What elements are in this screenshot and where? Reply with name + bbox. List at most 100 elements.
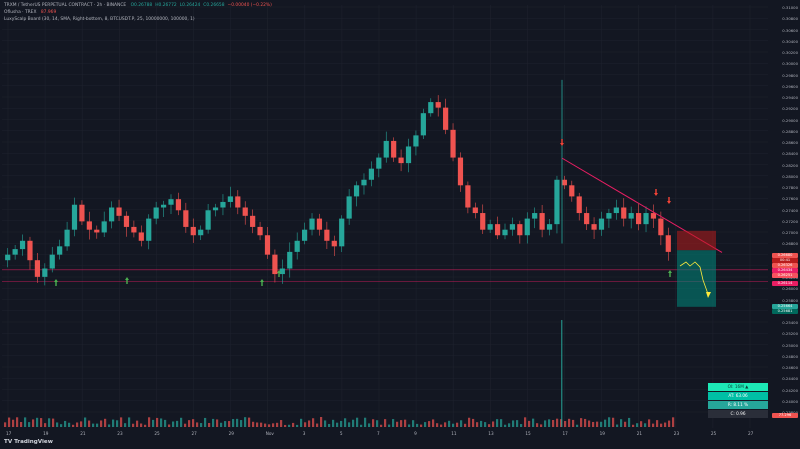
volume-bar [484,422,487,427]
candle-body [546,224,553,230]
candle-body [71,204,78,230]
candle-body [168,199,174,205]
volume-bar [32,419,35,427]
time-tick: 21 [80,431,86,436]
candle-body [636,213,642,225]
volume-bar [100,420,103,427]
candle-body [472,207,478,214]
candle-body [405,146,412,164]
candle-body [109,207,115,222]
candle-body [383,140,389,158]
volume-bar [568,418,571,427]
volume-bar [672,417,675,427]
volume-bar [572,419,575,427]
volume-bar [96,423,99,427]
candle-body [391,140,397,158]
down-arrow-icon [560,139,564,146]
price-tick: 0.25800 [782,297,798,303]
volume-bar [188,420,191,427]
time-tick: 15 [525,431,531,436]
candle-body [502,229,508,236]
down-arrow-icon [667,197,671,204]
price-label-entry-timer: 00:41 [772,258,798,263]
volume-bar [332,419,335,427]
time-tick: 9 [414,431,417,436]
volume-bar [372,419,375,427]
candle-body [12,249,18,255]
volume-bar [84,417,87,427]
candle-body [34,260,40,277]
price-tick: 0.28600 [782,140,798,145]
candle-body [250,215,256,227]
volume-bar [204,417,207,427]
ohlc-change: −0.00040 (−0.22%) [227,3,272,8]
up-arrow-icon [260,279,264,286]
price-tick: 0.27000 [782,230,798,235]
volume-spike-bar [561,320,563,427]
candle-body [353,185,360,197]
volume-bar [452,423,455,427]
volume-bar [368,423,371,427]
time-tick: 23 [117,431,123,436]
volume-bar [248,417,251,427]
volume-bar [292,422,295,427]
volume-bar [548,419,551,427]
candle-body [368,168,374,180]
volume-bar [328,423,331,427]
candle-body [5,254,11,261]
price-tick: 0.30200 [782,50,798,55]
volume-bar [112,419,115,427]
candle-body [561,179,567,186]
volume-bar [648,419,651,427]
volume-bar [552,420,555,427]
volume-bar [608,417,611,427]
candle-body [160,204,167,208]
candle-body [205,210,211,230]
indicator-2-name: LuxyScalp Board (30, 14, SMA, Right-bott… [4,17,195,22]
volume-bar [540,424,543,427]
volume-bar [48,418,51,427]
candle-body [316,218,323,230]
indicator-row-1[interactable]: Oflusha · TREX 87.969 [4,10,59,16]
volume-bar [280,420,283,427]
candle-body [650,213,657,219]
volume-bar [480,420,483,427]
price-tick: 0.24000 [782,398,798,404]
volume-bar [444,422,447,427]
volume-bar [72,424,75,427]
price-tick: 0.25000 [782,342,798,348]
tradingview-logo[interactable]: 𝗧𝗩 TradingView [4,439,53,445]
volume-bar [384,419,387,427]
ohlc-l: L0.26424 [179,3,201,8]
candle-body [302,229,308,241]
indicator-row-2[interactable]: LuxyScalp Board (30, 14, SMA, Right-bott… [4,17,198,23]
volume-bar [272,423,275,427]
volume-bar [200,423,203,427]
symbol-header: TRXM / TetherUS PERPETUAL CONTRACT · 2h … [4,3,278,9]
volume-bar [488,424,491,427]
price-tick: 0.31000 [782,5,798,10]
candle-body [153,207,159,219]
volume-bar [612,417,615,427]
time-tick: 17 [562,431,568,436]
candle-body [94,229,100,233]
candle-body [57,246,63,255]
candle-body [554,179,560,225]
volume-bar [28,422,31,427]
price-tick: 0.30400 [782,38,798,44]
candle-body [606,213,612,219]
volume-bar [276,422,279,427]
volume-bar [392,419,395,427]
volume-bar [656,420,659,427]
projection-arrow-head [706,292,711,298]
stop-loss-zone [677,230,716,251]
price-tick: 0.27200 [782,218,798,224]
candle-body [361,179,367,186]
candle-body [465,185,471,208]
candle-body [287,251,293,269]
volume-bar [652,423,655,427]
symbol-title[interactable]: TRXM / TetherUS PERPETUAL CONTRACT · 2h … [4,3,127,8]
volume-bar [288,424,291,427]
